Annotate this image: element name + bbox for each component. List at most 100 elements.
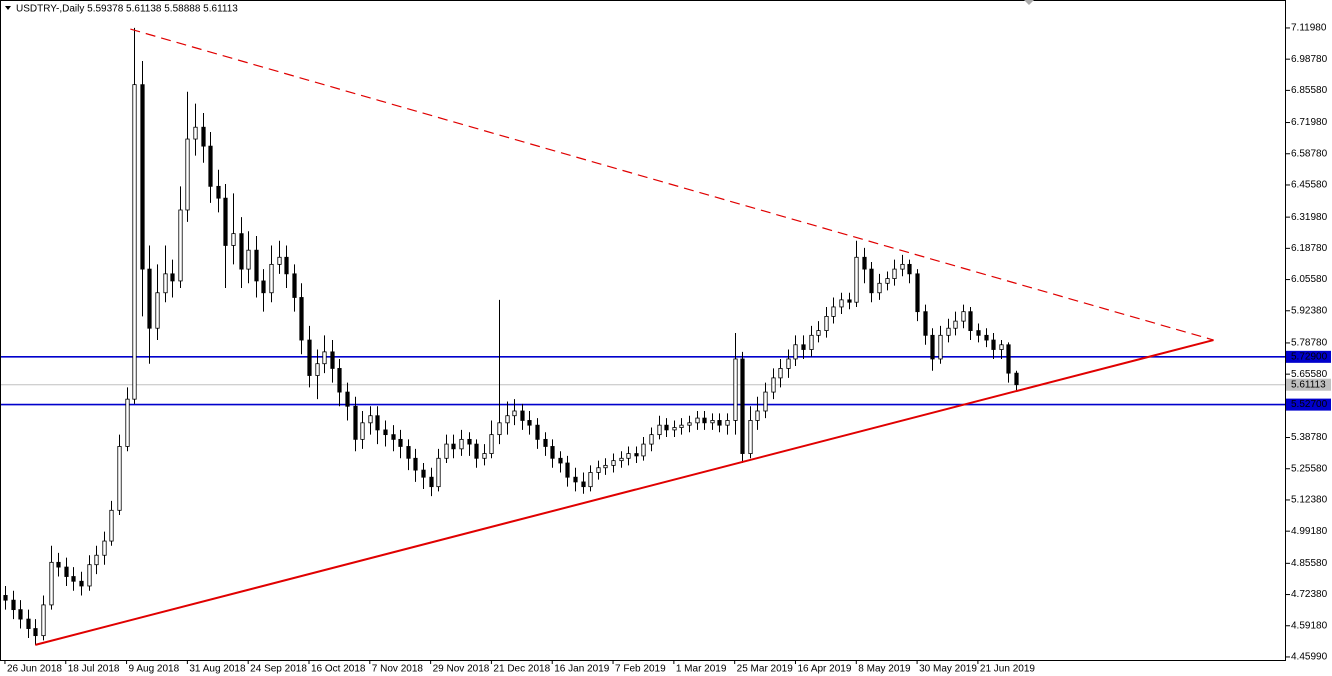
candle-body [991, 339, 996, 350]
candle-body [3, 595, 8, 601]
candle-body [147, 268, 152, 329]
candle-body [474, 443, 479, 459]
candle-body [451, 443, 456, 450]
candle-body [603, 464, 608, 469]
candle-body [64, 566, 69, 577]
candle-body [885, 278, 890, 284]
y-tick-label: 6.05580 [1291, 274, 1328, 285]
x-tick-label: 31 Aug 2018 [189, 664, 246, 675]
x-tick-label: 21 Dec 2018 [493, 664, 550, 675]
candle-body [672, 427, 677, 431]
candle-body [900, 263, 905, 270]
candle-body [801, 344, 806, 350]
price-label: 5.52700 [1291, 399, 1328, 410]
candle-body [444, 443, 449, 459]
candle-body [140, 84, 145, 270]
candle-body [315, 363, 320, 376]
candle-body [368, 415, 373, 424]
candle-body [337, 368, 342, 393]
candle-body [117, 446, 122, 511]
candle-body [565, 462, 570, 478]
candle-body [946, 327, 951, 336]
y-tick-label: 7.11980 [1291, 23, 1327, 34]
candle-body [223, 197, 228, 246]
candle-body [664, 424, 669, 431]
candle-body [847, 299, 852, 303]
candle-body [543, 438, 548, 447]
candle-body [771, 377, 776, 393]
candle-body [831, 306, 836, 317]
candle-body [763, 391, 768, 412]
candle-body [56, 561, 61, 568]
candle-body [269, 263, 274, 294]
y-tick-label: 6.98780 [1291, 54, 1328, 65]
candle-body [809, 334, 814, 350]
candle-body [725, 420, 730, 426]
candle-body [687, 422, 692, 426]
y-tick-label: 5.78780 [1291, 338, 1328, 349]
candle-body [869, 268, 874, 294]
candle-body [733, 358, 738, 421]
candle-body [178, 209, 183, 282]
price-label-box [1286, 398, 1331, 411]
candle-body [482, 453, 487, 459]
candle-body [695, 417, 700, 424]
candle-body [877, 282, 882, 294]
candle-body [413, 457, 418, 471]
candle-body [816, 330, 821, 336]
candle-body [915, 273, 920, 313]
candle-body [261, 280, 266, 294]
candle-body [71, 576, 76, 582]
candle-body [33, 628, 38, 637]
candle-body [786, 358, 791, 369]
x-tick-label: 1 Mar 2019 [676, 664, 727, 675]
candle-body [246, 249, 251, 270]
candle-body [596, 467, 601, 473]
candle-body [383, 429, 388, 436]
y-tick-label: 4.59180 [1291, 620, 1328, 631]
y-tick-label: 4.99180 [1291, 526, 1328, 537]
candle-body [353, 405, 358, 440]
candle-body [41, 604, 46, 637]
candle-body [953, 320, 958, 329]
candle-body [163, 273, 168, 294]
candle-body [1014, 372, 1019, 386]
candle-body [778, 368, 783, 379]
y-tick-label: 4.72380 [1291, 589, 1328, 600]
price-label: 5.61113 [1291, 379, 1326, 390]
x-tick-label: 24 Sep 2018 [250, 664, 307, 675]
x-tick-label: 26 Jun 2018 [7, 664, 62, 675]
x-tick-label: 18 Jul 2018 [68, 664, 120, 675]
x-tick-label: 30 May 2019 [919, 664, 977, 675]
candle-body [292, 273, 297, 298]
y-tick-label: 5.25580 [1291, 463, 1328, 474]
candle-body [907, 263, 912, 275]
candle-body [459, 438, 464, 450]
candle-body [208, 145, 213, 187]
price-label-box [1286, 378, 1331, 391]
candle-body [489, 434, 494, 454]
y-tick-label: 6.31980 [1291, 212, 1328, 223]
candle-body [588, 472, 593, 488]
candle-body [125, 398, 130, 447]
candle-body [467, 438, 472, 445]
candle-body [930, 334, 935, 360]
candle-body [277, 256, 282, 265]
shift-marker [1024, 0, 1034, 5]
candle-body [679, 424, 684, 428]
price-label: 5.72900 [1291, 351, 1328, 362]
candle-body [740, 358, 745, 454]
y-tick-label: 6.45580 [1291, 180, 1328, 191]
candle-body [619, 457, 624, 462]
y-tick-label: 4.85580 [1291, 558, 1328, 569]
candle-body [581, 481, 586, 488]
candle-body [505, 415, 510, 424]
candle-body [155, 292, 160, 329]
candle-body [938, 334, 943, 360]
candle-body [961, 311, 966, 322]
x-tick-label: 7 Nov 2018 [372, 664, 424, 675]
menu-arrow[interactable] [5, 6, 11, 10]
candle-body [550, 446, 555, 459]
candle-body [307, 339, 312, 376]
